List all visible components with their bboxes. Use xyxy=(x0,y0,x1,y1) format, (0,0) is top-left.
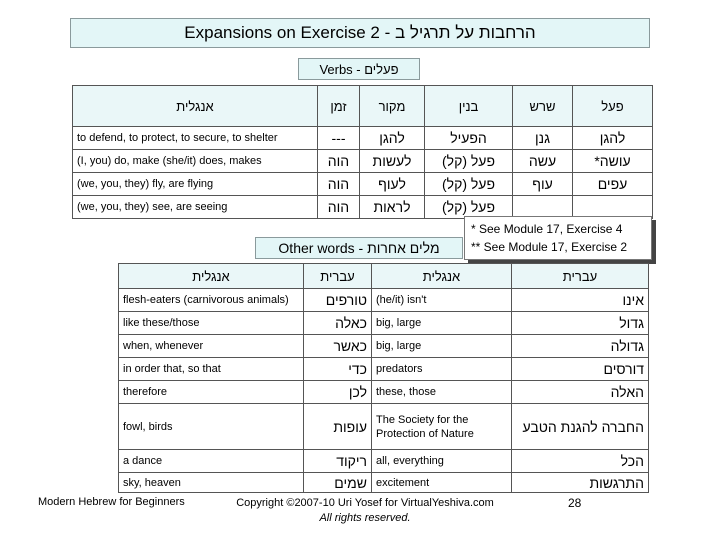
verb-tense: הוה xyxy=(317,195,360,219)
verb-binyan: פעל (קל) xyxy=(424,172,513,196)
verb-form: עושה* xyxy=(572,149,653,173)
word-hebrew: דורסים xyxy=(511,357,649,381)
footer-course-title: Modern Hebrew for Beginners xyxy=(38,496,185,508)
word-english: therefore xyxy=(118,380,304,404)
word-hebrew: גדול xyxy=(511,311,649,335)
word-hebrew: החברה להגנת הטבע xyxy=(511,403,649,450)
other-words-section-label: Other words - מלים אחרות xyxy=(255,237,463,259)
word-english: (he/it) isn't xyxy=(371,288,512,312)
word-english: these, those xyxy=(371,380,512,404)
verb-english: (we, you, they) fly, are flying xyxy=(72,172,318,196)
verbs-header-root: שרש xyxy=(512,85,573,127)
word-english: all, everything xyxy=(371,449,512,473)
verb-tense: הוה xyxy=(317,172,360,196)
table-row: fowl, birds עופות The Society for the Pr… xyxy=(118,403,649,450)
other-words-table: אנגלית עברית אנגלית עברית flesh-eaters (… xyxy=(118,263,649,493)
other-header-row: אנגלית עברית אנגלית עברית xyxy=(118,263,649,289)
table-row: (we, you, they) see, are seeing הוה לראו… xyxy=(72,195,653,219)
word-hebrew: שמים xyxy=(303,472,372,493)
table-row: (I, you) do, make (she/it) does, makes ה… xyxy=(72,149,653,173)
other-header-english-2: אנגלית xyxy=(371,263,512,289)
word-english: like these/those xyxy=(118,311,304,335)
table-row: a dance ריקוד all, everything הכל xyxy=(118,449,649,473)
footnote-2: ** See Module 17, Exercise 2 xyxy=(471,240,628,254)
verb-form: עפים xyxy=(572,172,653,196)
table-row: therefore לכן these, those האלה xyxy=(118,380,649,404)
word-english: big, large xyxy=(371,311,512,335)
footnotes-box: * See Module 17, Exercise 4 ** See Modul… xyxy=(464,216,652,260)
verbs-header-english: אנגלית xyxy=(72,85,318,127)
verbs-table: אנגלית זמן מקור בנין שרש פעל to defend, … xyxy=(72,85,653,219)
word-hebrew: האלה xyxy=(511,380,649,404)
verb-english: (we, you, they) see, are seeing xyxy=(72,195,318,219)
table-row: sky, heaven שמים excitement התרגשות xyxy=(118,472,649,493)
word-hebrew: עופות xyxy=(303,403,372,450)
verb-form xyxy=(572,195,653,219)
table-row: (we, you, they) fly, are flying הוה לעוף… xyxy=(72,172,653,196)
word-english: in order that, so that xyxy=(118,357,304,381)
verb-infinitive: לעשות xyxy=(359,149,425,173)
verbs-header-infinitive: מקור xyxy=(359,85,425,127)
verb-root: עשה xyxy=(512,149,573,173)
verbs-section-label: Verbs - פעלים xyxy=(298,58,420,80)
verb-english: to defend, to protect, to secure, to she… xyxy=(72,126,318,150)
verb-form: להגן xyxy=(572,126,653,150)
verb-infinitive: לעוף xyxy=(359,172,425,196)
verbs-header-binyan: בנין xyxy=(424,85,513,127)
word-hebrew: כאשר xyxy=(303,334,372,358)
verb-binyan: פעל (קל) xyxy=(424,195,513,219)
word-hebrew: טורפים xyxy=(303,288,372,312)
word-hebrew: הכל xyxy=(511,449,649,473)
footer-copyright: Copyright ©2007-10 Uri Yosef for Virtual… xyxy=(215,496,515,526)
verb-infinitive: להגן xyxy=(359,126,425,150)
page-title: Expansions on Exercise 2 - הרחבות על תרג… xyxy=(70,18,650,48)
copyright-line: Copyright ©2007-10 Uri Yosef for Virtual… xyxy=(236,497,494,509)
other-header-english-1: אנגלית xyxy=(118,263,304,289)
footnote-1: * See Module 17, Exercise 4 xyxy=(471,222,623,236)
table-row: to defend, to protect, to secure, to she… xyxy=(72,126,653,150)
verb-binyan: פעל (קל) xyxy=(424,149,513,173)
verb-root: עוף xyxy=(512,172,573,196)
verb-tense: הוה xyxy=(317,149,360,173)
verb-root: גנן xyxy=(512,126,573,150)
word-english: sky, heaven xyxy=(118,472,304,493)
verb-binyan: הפעיל xyxy=(424,126,513,150)
word-hebrew: גדולה xyxy=(511,334,649,358)
word-hebrew: אינו xyxy=(511,288,649,312)
table-row: in order that, so that כדי predators דור… xyxy=(118,357,649,381)
table-row: like these/those כאלה big, large גדול xyxy=(118,311,649,335)
word-hebrew: לכן xyxy=(303,380,372,404)
verbs-header-tense: זמן xyxy=(317,85,360,127)
verb-english: (I, you) do, make (she/it) does, makes xyxy=(72,149,318,173)
word-english: predators xyxy=(371,357,512,381)
page-number: 28 xyxy=(568,496,582,510)
other-header-hebrew-1: עברית xyxy=(303,263,372,289)
word-english: excitement xyxy=(371,472,512,493)
verb-tense: --- xyxy=(317,126,360,150)
word-english: The Society for the Protection of Nature xyxy=(371,403,512,450)
word-english: big, large xyxy=(371,334,512,358)
table-row: when, whenever כאשר big, large גדולה xyxy=(118,334,649,358)
word-english: flesh-eaters (carnivorous animals) xyxy=(118,288,304,312)
word-hebrew: כאלה xyxy=(303,311,372,335)
verbs-header-verb: פעל xyxy=(572,85,653,127)
word-english: fowl, birds xyxy=(118,403,304,450)
word-hebrew: כדי xyxy=(303,357,372,381)
word-english: a dance xyxy=(118,449,304,473)
rights-line: All rights reserved. xyxy=(319,512,411,524)
word-hebrew: התרגשות xyxy=(511,472,649,493)
word-english: when, whenever xyxy=(118,334,304,358)
word-hebrew: ריקוד xyxy=(303,449,372,473)
verb-infinitive: לראות xyxy=(359,195,425,219)
table-row: flesh-eaters (carnivorous animals) טורפי… xyxy=(118,288,649,312)
other-header-hebrew-2: עברית xyxy=(511,263,649,289)
verbs-header-row: אנגלית זמן מקור בנין שרש פעל xyxy=(72,85,653,127)
